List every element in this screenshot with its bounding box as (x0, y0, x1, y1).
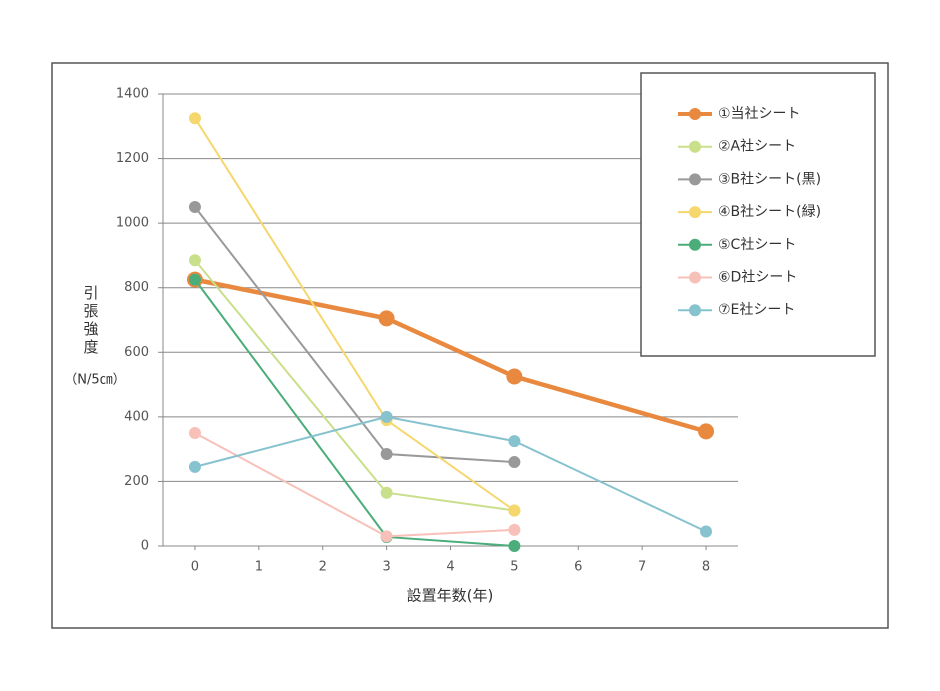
plot-area: 0 200 400 600 800 1000 1200 1400 0 1 2 3 4 5 6 7 8 (116, 87, 738, 575)
data-point (188, 273, 201, 286)
x-tick-label: 7 (638, 560, 646, 575)
y-tick-label: 0 (141, 539, 149, 554)
data-point (188, 112, 201, 125)
x-tick-label: 6 (574, 560, 582, 575)
x-tick-label: 0 (191, 560, 199, 575)
legend-box (640, 72, 876, 357)
data-point (700, 525, 713, 538)
y-tick-label: 200 (124, 474, 149, 489)
legend-marker (689, 173, 701, 186)
y-tick-label: 800 (124, 280, 149, 295)
legend-marker (689, 271, 701, 284)
legend-label: ②A社シート (718, 139, 796, 155)
x-axis-title: 設置年数(年) (407, 587, 494, 605)
series-line (194, 277, 707, 434)
x-tick-label: 4 (446, 560, 454, 575)
legend-label: ①当社シート (718, 106, 801, 122)
data-point (508, 504, 521, 517)
data-point (378, 310, 395, 327)
y-axis-title: 引張強度 (82, 285, 100, 357)
legend-marker (689, 206, 701, 219)
data-point (508, 540, 521, 552)
y-tick-label: 600 (124, 345, 149, 360)
legend-label: ⑥D社シート (718, 270, 797, 286)
data-point (188, 201, 201, 213)
data-point (380, 447, 393, 460)
y-tick-label: 1000 (116, 216, 149, 231)
data-point (380, 410, 393, 423)
data-point (380, 530, 393, 543)
data-point (698, 423, 715, 440)
data-point (188, 254, 201, 267)
data-point (188, 460, 201, 473)
data-point (188, 427, 201, 439)
legend-marker (689, 108, 701, 120)
legend-label: ③B社シート(黒) (718, 171, 821, 187)
data-point (380, 486, 393, 499)
y-axis-unit: （N/5㎝） (64, 373, 125, 388)
legend-marker (689, 140, 701, 153)
y-tick-label: 1400 (116, 87, 149, 102)
x-tick-label: 1 (255, 560, 263, 575)
legend-marker (689, 238, 701, 251)
legend-label: ④B社シート(緑) (718, 204, 821, 220)
legend-label: ⑦E社シート (718, 302, 795, 318)
data-point (508, 523, 521, 536)
legend-marker (689, 304, 701, 317)
data-point (508, 456, 521, 469)
x-tick-label: 2 (319, 560, 327, 575)
x-tick-label: 8 (702, 560, 710, 575)
legend-label: ⑤C社シート (718, 237, 796, 253)
y-tick-label: 1200 (116, 151, 149, 166)
y-tick-label: 400 (124, 409, 149, 424)
x-tick-label: 3 (382, 560, 390, 575)
data-point (508, 435, 521, 448)
series-line (194, 415, 707, 533)
data-point (506, 368, 523, 385)
x-tick-label: 5 (510, 560, 518, 575)
